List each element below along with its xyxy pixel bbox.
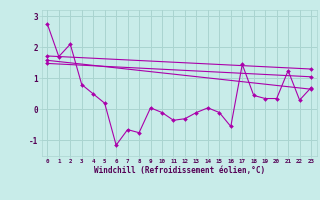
X-axis label: Windchill (Refroidissement éolien,°C): Windchill (Refroidissement éolien,°C) bbox=[94, 166, 265, 175]
